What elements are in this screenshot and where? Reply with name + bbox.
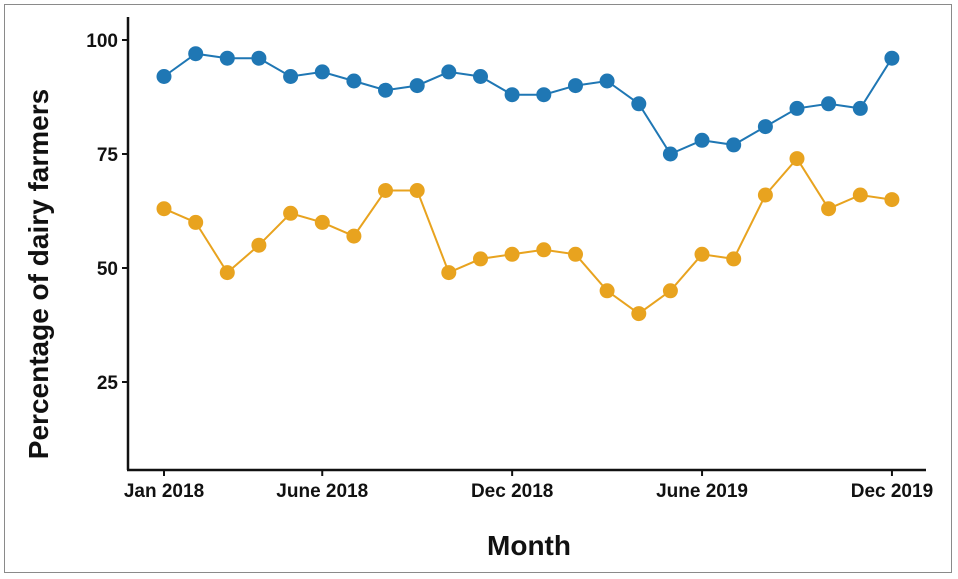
x-tick-label: Jan 2018 <box>124 481 204 502</box>
data-point <box>599 73 615 89</box>
data-point <box>726 137 742 153</box>
data-point <box>251 50 267 66</box>
data-point <box>283 69 299 84</box>
data-point <box>188 46 204 62</box>
data-point <box>599 283 615 299</box>
data-point <box>726 251 742 267</box>
data-point <box>441 265 457 281</box>
data-point <box>409 78 425 94</box>
data-point <box>156 69 172 84</box>
data-point <box>694 132 710 148</box>
x-tick-label: June 2019 <box>656 481 748 502</box>
data-point <box>662 146 678 162</box>
data-point <box>473 69 488 84</box>
data-point <box>852 100 868 116</box>
series-line <box>163 52 893 156</box>
data-point <box>568 246 583 262</box>
data-point <box>821 96 837 112</box>
y-tick-label: 25 <box>97 373 119 394</box>
data-point <box>536 87 552 103</box>
data-point <box>378 183 393 198</box>
data-point <box>346 73 362 89</box>
series-line <box>163 156 893 315</box>
data-point <box>884 192 900 208</box>
data-point <box>536 242 552 258</box>
data-point <box>378 82 393 98</box>
y-tick-label: 100 <box>86 31 118 52</box>
x-axis-title: Month <box>487 530 571 561</box>
data-point <box>283 205 299 221</box>
data-point <box>473 251 488 267</box>
data-point <box>314 214 330 230</box>
data-point <box>504 87 520 103</box>
y-axis-title: Percentage of dairy farmers <box>23 89 54 459</box>
y-axis-ticks: 25 50 75 100 <box>86 31 128 394</box>
series-1 <box>156 46 900 162</box>
data-point <box>757 187 773 203</box>
y-tick-label: 75 <box>97 145 119 166</box>
data-point <box>504 246 520 262</box>
data-point <box>884 50 900 66</box>
data-point <box>219 265 235 281</box>
data-point <box>852 187 868 203</box>
data-point <box>156 201 172 217</box>
data-point <box>346 228 362 244</box>
data-point <box>631 306 647 322</box>
data-point <box>568 78 583 94</box>
data-point <box>662 283 678 299</box>
series-layer <box>156 46 900 322</box>
data-point <box>821 201 837 217</box>
data-point <box>789 100 805 116</box>
data-point <box>694 246 710 262</box>
data-point <box>409 183 425 198</box>
data-point <box>219 50 235 66</box>
x-axis-ticks: Jan 2018 June 2018 Dec 2018 June 2019 Dec 20… <box>124 470 933 502</box>
data-point <box>757 119 773 135</box>
series-2 <box>156 151 900 322</box>
data-point <box>631 96 647 112</box>
x-tick-label: June 2018 <box>276 481 368 502</box>
x-tick-label: Dec 2018 <box>471 481 553 502</box>
data-point <box>251 237 267 253</box>
data-point <box>188 214 204 230</box>
data-point <box>314 64 330 80</box>
x-tick-label: Dec 2019 <box>851 481 933 502</box>
data-point <box>441 64 457 80</box>
chart-frame <box>4 4 952 573</box>
data-point <box>789 151 805 167</box>
y-tick-label: 50 <box>97 259 118 280</box>
